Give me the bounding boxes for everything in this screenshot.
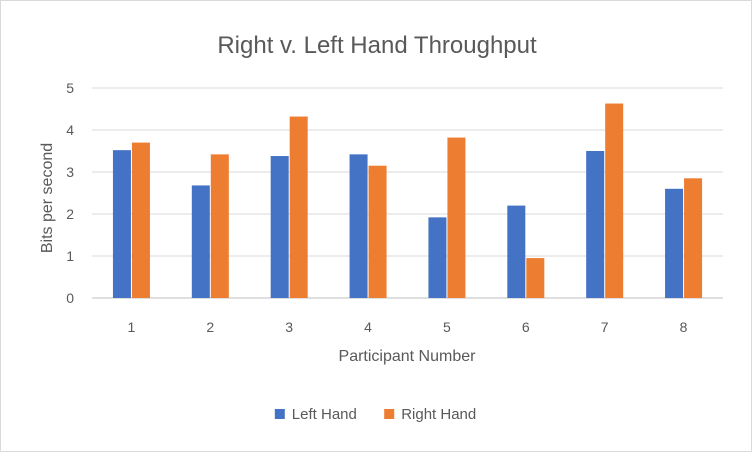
bar-right-hand — [684, 178, 703, 298]
legend-swatch — [274, 409, 285, 419]
bar-right-hand — [289, 116, 308, 298]
bar-left-hand — [112, 150, 131, 298]
gridlines — [92, 87, 723, 299]
x-tick-label: 7 — [601, 319, 609, 335]
x-tick-label: 8 — [680, 319, 688, 335]
legend-swatch — [384, 409, 395, 419]
bars — [112, 103, 703, 298]
bar-right-hand — [526, 258, 545, 298]
x-axis-title: Participant Number — [339, 348, 477, 365]
bar-left-hand — [586, 151, 605, 298]
y-tick-label: 1 — [66, 248, 74, 264]
y-tick-label: 4 — [66, 122, 74, 138]
x-tick-label: 6 — [522, 319, 530, 335]
y-tick-label: 0 — [66, 290, 74, 306]
bar-left-hand — [507, 205, 526, 298]
y-tick-label: 3 — [66, 164, 74, 180]
legend-label: Left Hand — [292, 406, 357, 423]
bar-right-hand — [605, 103, 624, 298]
bar-right-hand — [368, 165, 387, 298]
bar-right-hand — [131, 142, 150, 298]
bar-left-hand — [191, 185, 210, 298]
chart-title: Right v. Left Hand Throughput — [217, 32, 537, 59]
x-tick-labels: 1 2 3 4 5 6 7 8 — [128, 319, 688, 335]
x-tick-label: 3 — [285, 319, 293, 335]
bar-left-hand — [428, 217, 447, 298]
bar-right-hand — [210, 154, 229, 298]
y-tick-label: 2 — [66, 206, 74, 222]
x-tick-label: 1 — [128, 319, 136, 335]
bar-left-hand — [665, 188, 684, 298]
legend: Left Hand Right Hand — [274, 406, 476, 423]
bar-right-hand — [447, 137, 466, 298]
x-tick-label: 2 — [206, 319, 214, 335]
bar-left-hand — [270, 156, 289, 298]
x-tick-label: 4 — [364, 319, 372, 335]
y-axis-title: Bits per second — [39, 143, 56, 253]
legend-label: Right Hand — [401, 406, 476, 423]
bar-left-hand — [349, 154, 368, 298]
y-tick-labels: 0 1 2 3 4 5 — [66, 80, 74, 306]
y-tick-label: 5 — [66, 80, 74, 96]
x-tick-label: 5 — [443, 319, 451, 335]
